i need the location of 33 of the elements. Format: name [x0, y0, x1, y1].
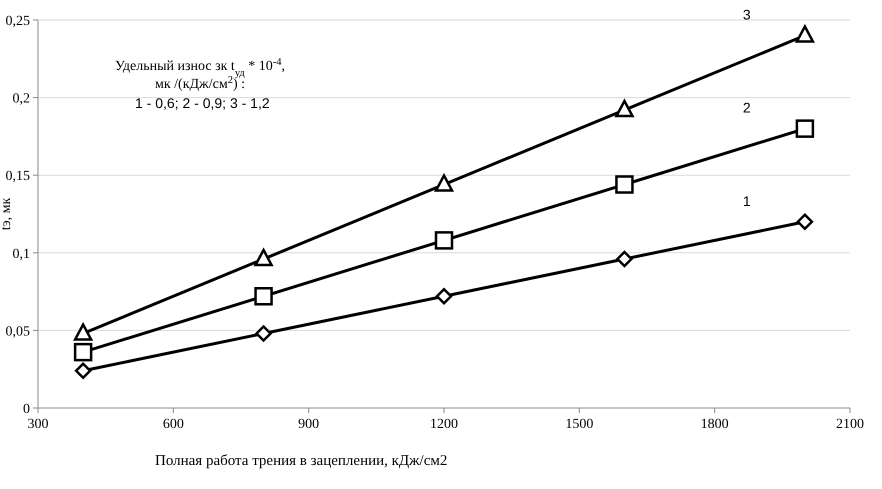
- point: [255, 325, 272, 342]
- point: [254, 287, 273, 306]
- x-axis-title: Полная работа трения в зацеплении, кДж/см2: [155, 453, 448, 469]
- text: 3: [742, 6, 751, 23]
- y-tick-label: 0,15: [6, 169, 30, 184]
- y-tick-label: 0,05: [6, 324, 30, 340]
- annotation: 1 - 0,6; 2 - 0,9; 3 - 1,2: [135, 95, 270, 111]
- point: [434, 174, 454, 192]
- point: [436, 288, 452, 305]
- x-tick-label: 1800: [700, 417, 729, 432]
- x-tick-label: 300: [28, 417, 48, 432]
- y-tick-label: 0,2: [12, 92, 30, 107]
- point: [615, 175, 634, 194]
- point: [796, 119, 814, 138]
- point: [74, 362, 92, 379]
- point: [615, 100, 634, 118]
- y-tick-label: 0,1: [12, 246, 30, 262]
- x-tick-label: 900: [298, 417, 320, 432]
- y-tick-label: 0,25: [6, 14, 30, 29]
- point: [434, 231, 454, 250]
- x-tick-label: 1200: [430, 417, 458, 432]
- x-tick-label: 600: [162, 417, 184, 432]
- point: [254, 248, 273, 266]
- series-label: 1: [742, 192, 751, 209]
- point: [616, 250, 633, 268]
- x-tick-label: 2100: [836, 417, 864, 432]
- point: [74, 342, 92, 362]
- point: [796, 25, 814, 43]
- point: [796, 214, 814, 230]
- y-axis-title: tэ, мк: [0, 198, 14, 230]
- y-tick-label: 0: [23, 402, 30, 417]
- x-tick-label: 1500: [565, 417, 594, 432]
- text: 2: [742, 100, 751, 116]
